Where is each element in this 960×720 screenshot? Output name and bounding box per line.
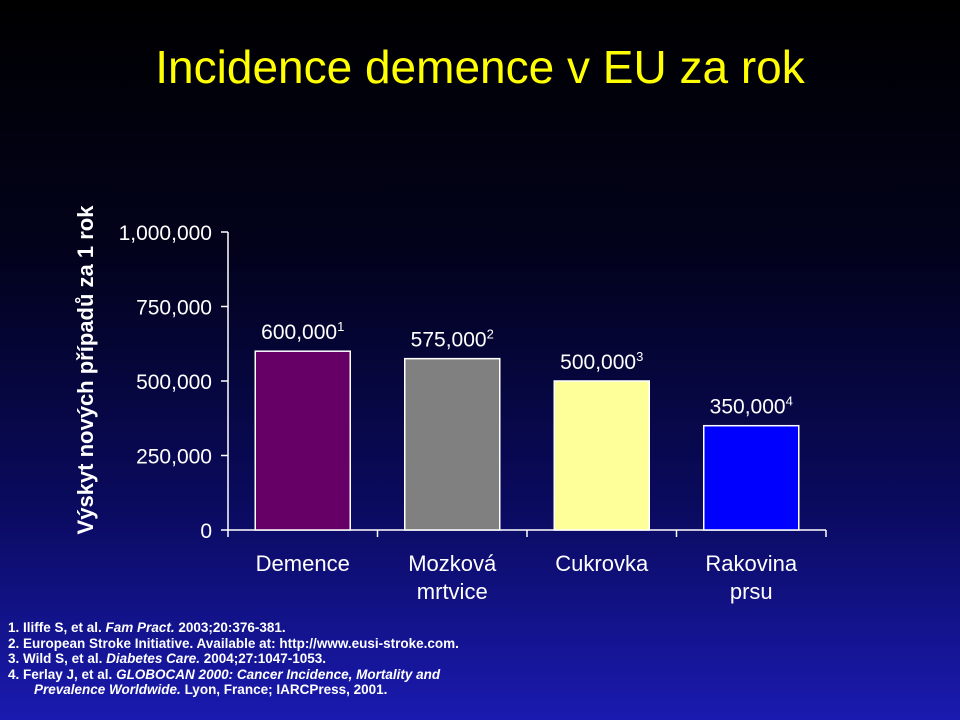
x-category-label: Rakovina prsu (705, 551, 797, 604)
reference-line: 2. European Stroke Initiative. Available… (8, 635, 459, 651)
bar-value-label: 500,0003 (560, 349, 643, 374)
bar (703, 424, 800, 531)
x-category-label: Cukrovka (555, 551, 649, 576)
references: 1. Iliffe S, et al. Fam Pract. 2003;20:3… (8, 620, 908, 698)
reference-line: Prevalence Worldwide. Lyon, France; IARC… (34, 682, 388, 697)
x-category-label: Mozková mrtvice (408, 551, 497, 604)
y-tick-label: 0 (200, 520, 212, 543)
bar-value-label: 350,0004 (710, 394, 793, 419)
y-tick-label: 500,000 (136, 371, 212, 394)
y-axis-title: Výskyt nových případů za 1 rok (73, 205, 98, 535)
y-tick-label: 1,000,000 (119, 222, 212, 245)
reference-line: 4. Ferlay J, et al. GLOBOCAN 2000: Cance… (8, 666, 441, 682)
bar (254, 350, 351, 531)
y-tick-label: 750,000 (136, 297, 212, 320)
bar (404, 357, 501, 531)
x-category-label: Demence (256, 551, 350, 576)
bar-value-label: 575,0002 (411, 327, 494, 352)
bar (553, 380, 650, 531)
reference-line: 3. Wild S, et al. Diabetes Care. 2004;27… (8, 651, 327, 666)
reference-line: 1. Iliffe S, et al. Fam Pract. 2003;20:3… (8, 620, 286, 635)
y-tick-label: 250,000 (136, 446, 212, 469)
slide-title: Incidence demence v EU za rok (155, 41, 805, 93)
bar-value-label: 600,0001 (261, 319, 344, 344)
